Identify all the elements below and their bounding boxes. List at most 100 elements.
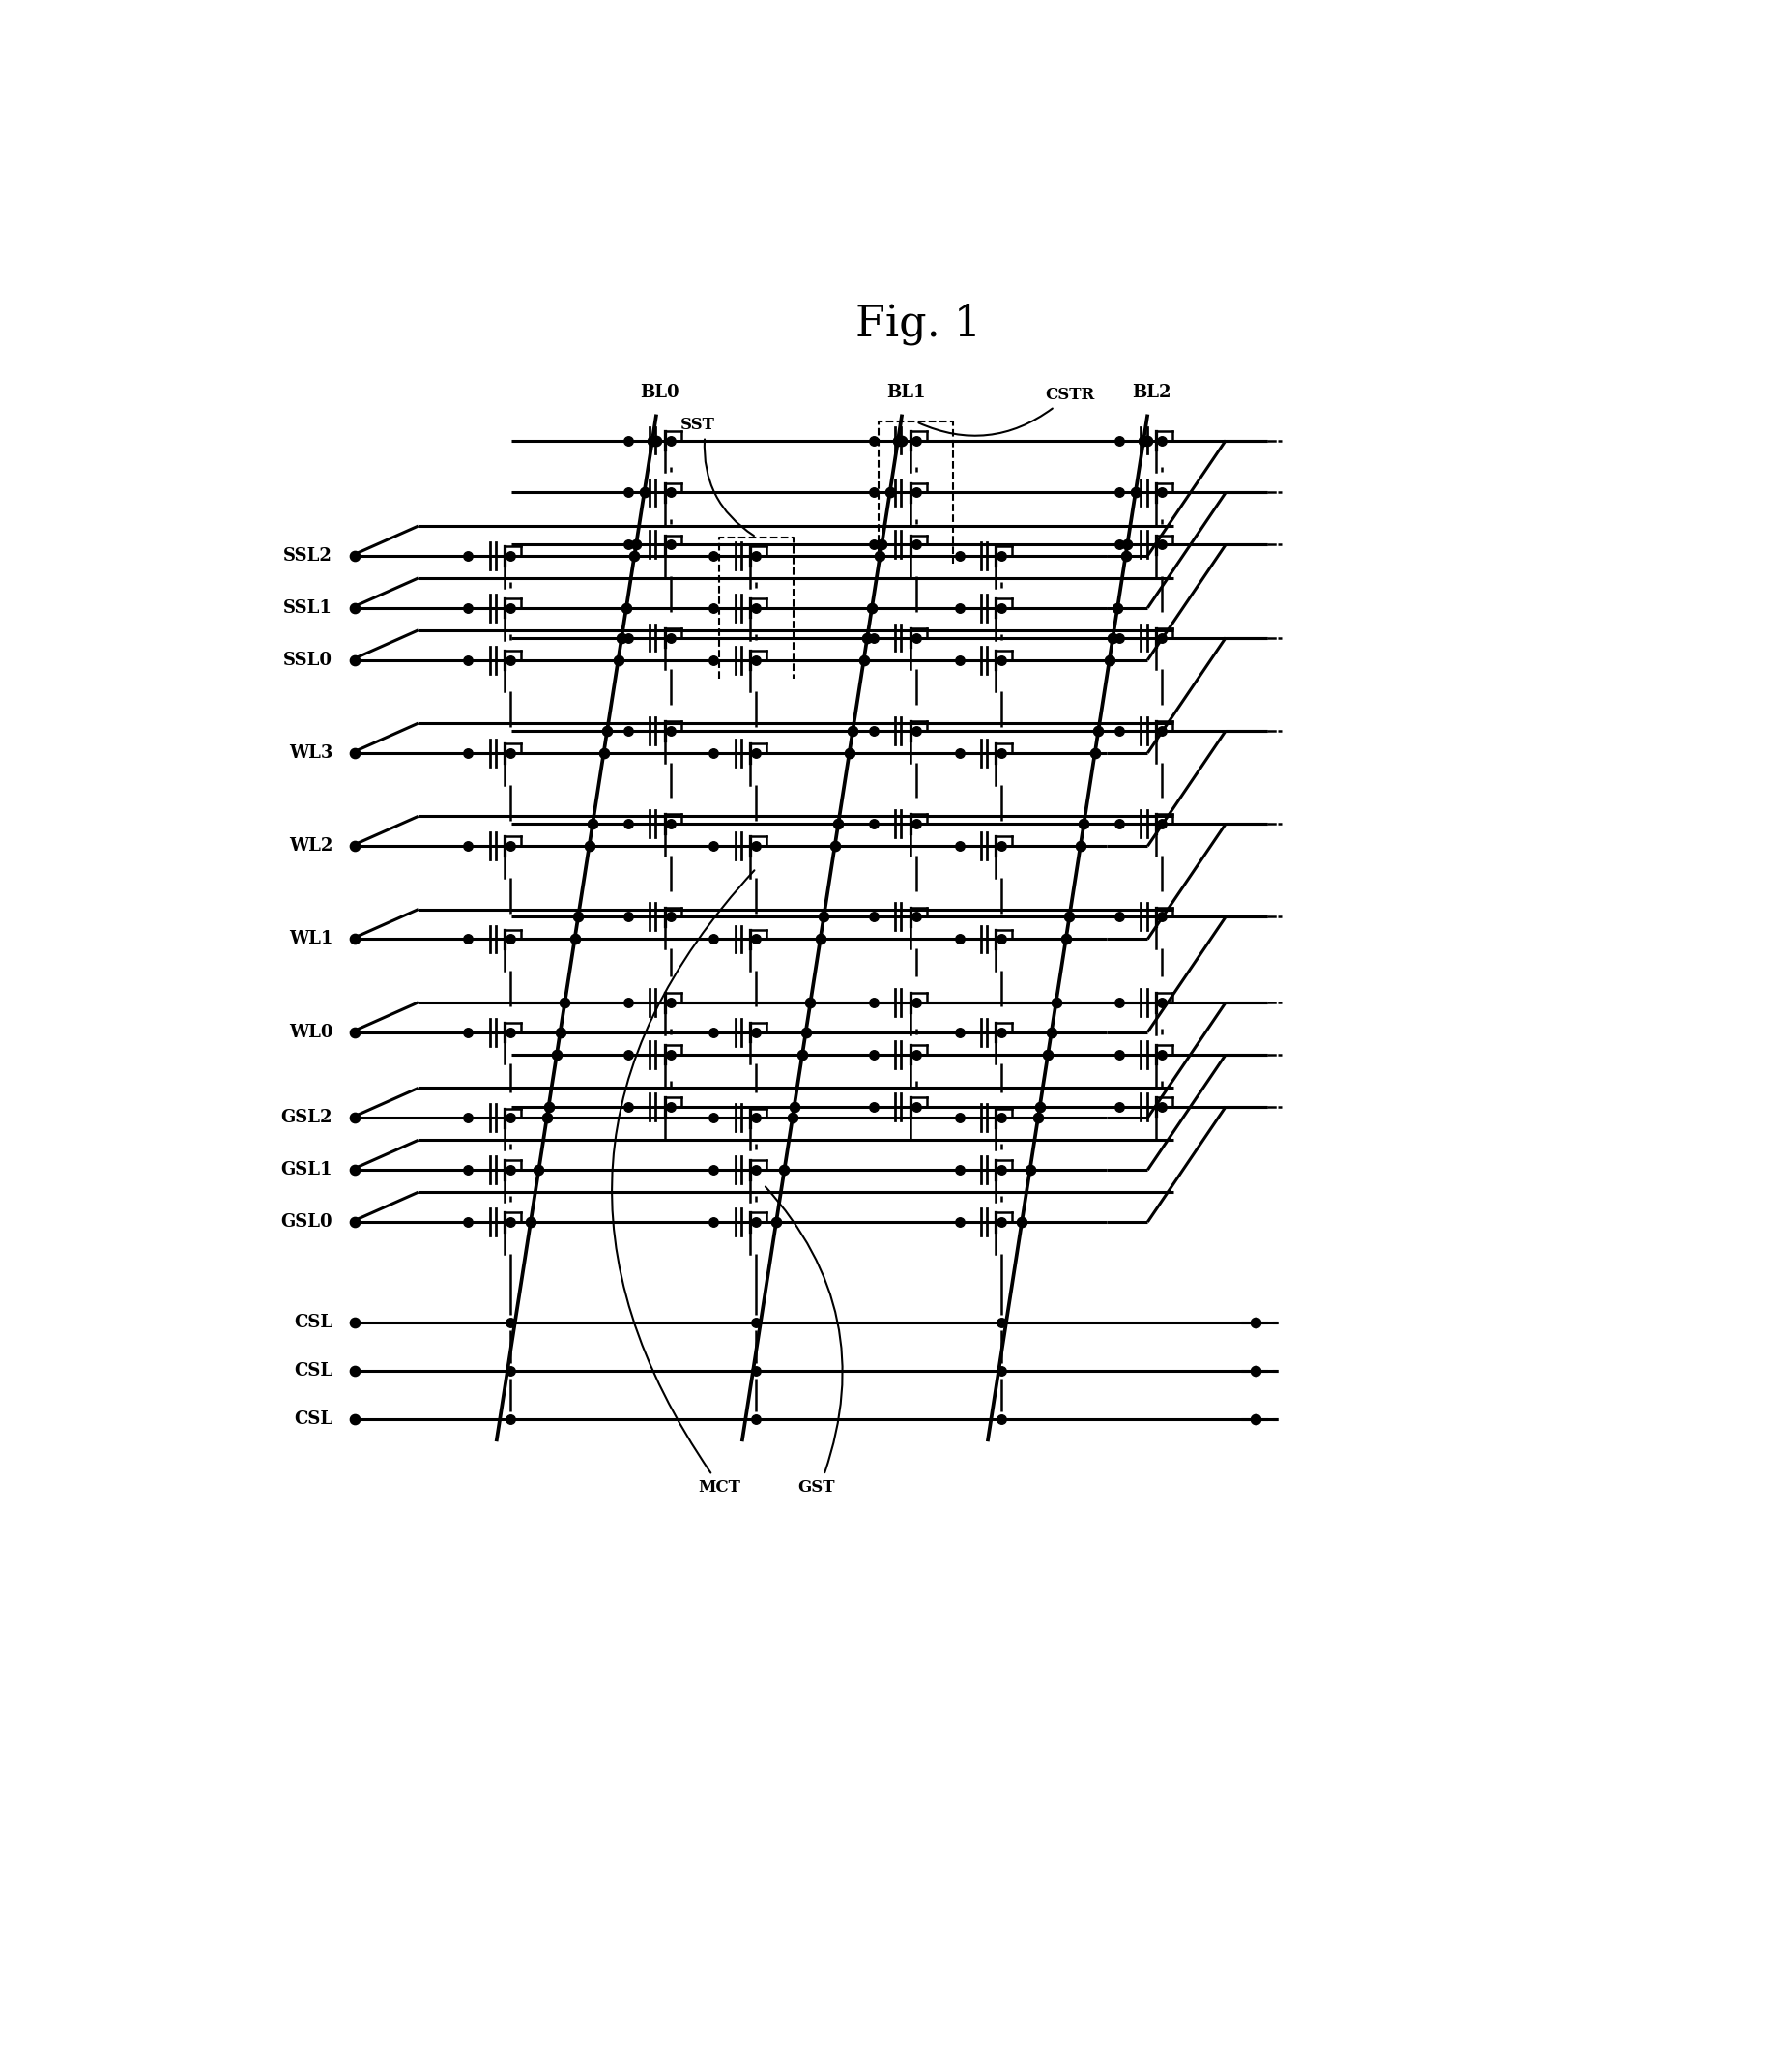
Point	[453, 1015, 482, 1048]
Point	[1052, 922, 1081, 955]
Point	[656, 477, 685, 510]
Text: CSTR: CSTR	[1045, 386, 1095, 402]
Point	[742, 829, 771, 862]
Point	[780, 1089, 808, 1122]
Text: GSL1: GSL1	[281, 1161, 333, 1178]
Point	[944, 922, 973, 955]
Point	[453, 538, 482, 571]
Point	[453, 922, 482, 955]
Point	[944, 1153, 973, 1186]
Point	[615, 899, 643, 932]
Point	[453, 592, 482, 625]
Text: CSL: CSL	[294, 1362, 333, 1380]
Point	[340, 736, 369, 769]
Point	[987, 1102, 1016, 1135]
Point	[1106, 621, 1134, 654]
Point	[742, 538, 771, 571]
Point	[340, 1205, 369, 1238]
Point	[638, 423, 667, 456]
Point	[742, 1153, 771, 1186]
Point	[699, 538, 728, 571]
Point	[742, 592, 771, 625]
Point	[853, 621, 882, 654]
Point	[835, 736, 864, 769]
Point	[620, 538, 649, 571]
Point	[1106, 477, 1134, 510]
Point	[762, 1205, 790, 1238]
Point	[340, 538, 369, 571]
Point	[496, 592, 525, 625]
Point	[340, 644, 369, 677]
Point	[496, 1102, 525, 1135]
Point	[590, 736, 618, 769]
Point	[1147, 1038, 1176, 1071]
Point	[1147, 899, 1176, 932]
Point	[860, 477, 889, 510]
Point	[1147, 1089, 1176, 1122]
Point	[1106, 986, 1134, 1019]
Point	[788, 1038, 817, 1071]
Point	[550, 986, 579, 1019]
Point	[1055, 899, 1084, 932]
Point	[742, 1205, 771, 1238]
Point	[340, 1015, 369, 1048]
Point	[944, 644, 973, 677]
Point	[901, 621, 930, 654]
Point	[742, 644, 771, 677]
Point	[656, 1038, 685, 1071]
Point	[742, 1102, 771, 1135]
Point	[839, 714, 867, 747]
Point	[867, 528, 896, 561]
Point	[1147, 986, 1176, 1019]
Point	[901, 528, 930, 561]
Point	[656, 899, 685, 932]
Point	[593, 714, 622, 747]
Point	[615, 807, 643, 840]
Point	[453, 1153, 482, 1186]
Point	[1025, 1089, 1054, 1122]
Point	[496, 538, 525, 571]
Point	[604, 644, 633, 677]
Point	[525, 1153, 554, 1186]
Point	[532, 1102, 561, 1135]
Text: Fig. 1: Fig. 1	[855, 303, 982, 345]
Point	[944, 736, 973, 769]
Point	[876, 477, 905, 510]
Point	[699, 922, 728, 955]
Point	[792, 1015, 821, 1048]
Point	[987, 922, 1016, 955]
Point	[1242, 1353, 1271, 1386]
Point	[699, 736, 728, 769]
Point	[340, 1353, 369, 1386]
Point	[771, 1153, 799, 1186]
Point	[561, 922, 590, 955]
Point	[340, 829, 369, 862]
Point	[1106, 1038, 1134, 1071]
Point	[496, 922, 525, 955]
Point	[1084, 714, 1113, 747]
Point	[901, 807, 930, 840]
Point	[858, 592, 887, 625]
Point	[1016, 1153, 1045, 1186]
Point	[901, 714, 930, 747]
Point	[1041, 986, 1070, 1019]
Point	[547, 1015, 575, 1048]
Text: MCT: MCT	[699, 1479, 740, 1496]
Point	[987, 829, 1016, 862]
Text: GSL2: GSL2	[281, 1110, 333, 1126]
Point	[1034, 1038, 1063, 1071]
Point	[496, 1306, 525, 1339]
Point	[901, 986, 930, 1019]
Text: SSL1: SSL1	[283, 598, 333, 617]
Point	[901, 423, 930, 456]
Point	[987, 1205, 1016, 1238]
Point	[1242, 1403, 1271, 1436]
Point	[742, 1015, 771, 1048]
Point	[901, 477, 930, 510]
Point	[699, 1102, 728, 1135]
Point	[796, 986, 824, 1019]
Point	[1007, 1205, 1036, 1238]
Point	[340, 1403, 369, 1436]
Point	[496, 1205, 525, 1238]
Point	[642, 423, 670, 456]
